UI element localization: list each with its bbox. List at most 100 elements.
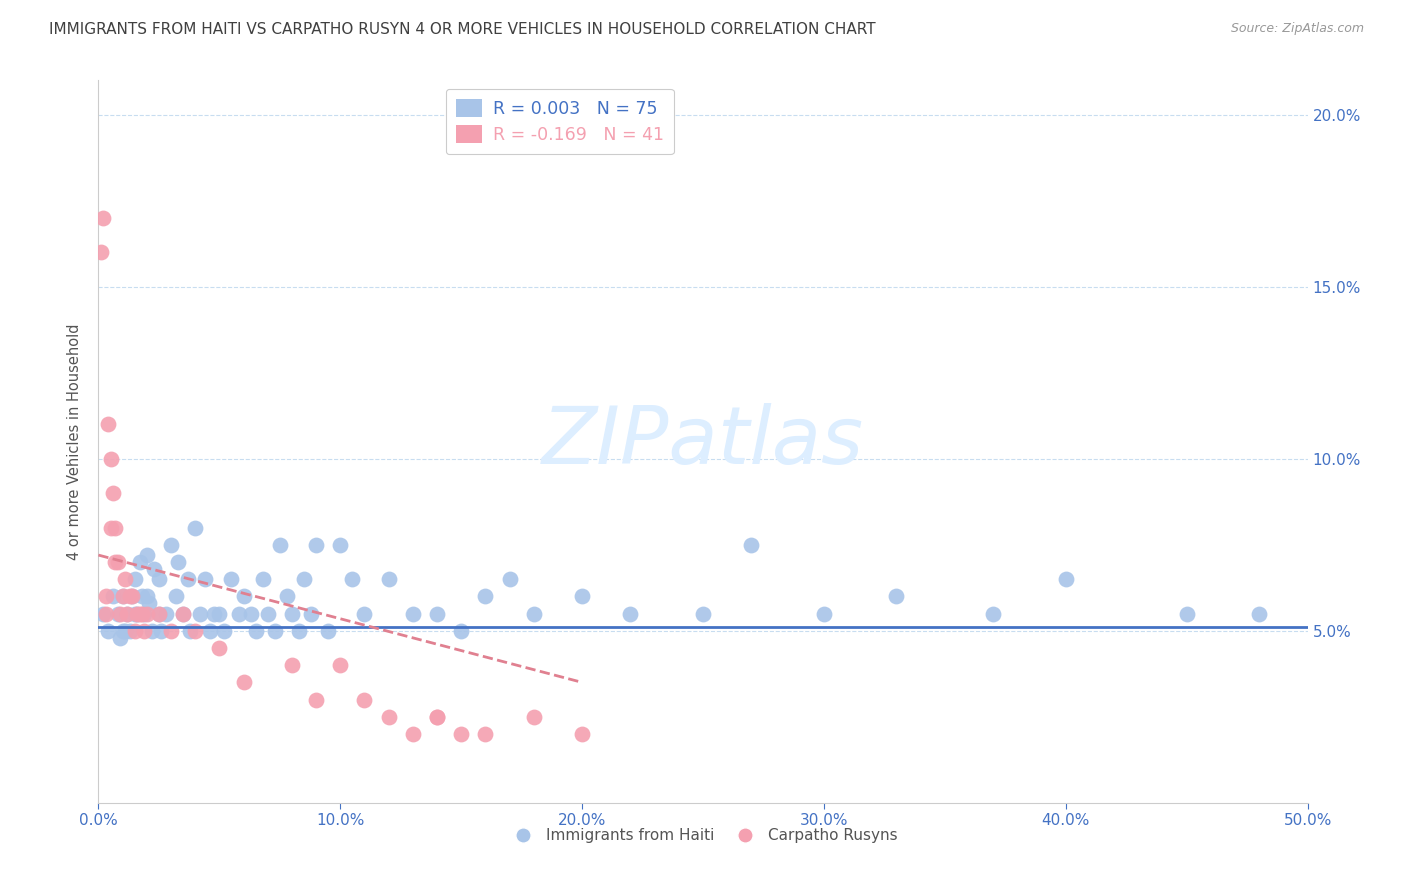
Point — [288, 624, 311, 638]
Point — [108, 607, 131, 621]
Point — [111, 624, 134, 638]
Point — [316, 624, 339, 638]
Point — [124, 572, 146, 586]
Point — [426, 710, 449, 724]
Point — [148, 607, 170, 621]
Point — [450, 624, 472, 638]
Point — [208, 607, 231, 621]
Point — [108, 631, 131, 645]
Point — [118, 624, 141, 638]
Point — [571, 590, 593, 604]
Point — [160, 624, 183, 638]
Point — [813, 607, 835, 621]
Point — [402, 727, 425, 741]
Point — [245, 624, 267, 638]
Text: Source: ZipAtlas.com: Source: ZipAtlas.com — [1230, 22, 1364, 36]
Point — [305, 692, 328, 706]
Point — [121, 590, 143, 604]
Point — [167, 555, 190, 569]
Point — [131, 607, 153, 621]
Point — [101, 486, 124, 500]
Point — [127, 607, 149, 621]
Point — [101, 590, 124, 604]
Point — [97, 624, 120, 638]
Point — [177, 572, 200, 586]
Point — [100, 520, 122, 534]
Point — [299, 607, 322, 621]
Y-axis label: 4 or more Vehicles in Household: 4 or more Vehicles in Household — [67, 323, 83, 560]
Point — [204, 607, 226, 621]
Point — [281, 658, 304, 673]
Point — [740, 538, 762, 552]
Point — [402, 607, 425, 621]
Point — [450, 727, 472, 741]
Point — [117, 607, 139, 621]
Point — [377, 572, 399, 586]
Point — [100, 451, 122, 466]
Point — [90, 245, 112, 260]
Point — [155, 607, 177, 621]
Point — [305, 538, 328, 552]
Point — [1249, 607, 1271, 621]
Point — [188, 607, 211, 621]
Point — [239, 607, 262, 621]
Point — [91, 607, 114, 621]
Point — [135, 607, 157, 621]
Point — [134, 607, 156, 621]
Point — [107, 607, 129, 621]
Point — [184, 520, 207, 534]
Point — [1175, 607, 1198, 621]
Point — [281, 607, 304, 621]
Point — [692, 607, 714, 621]
Point — [474, 590, 496, 604]
Point — [172, 607, 194, 621]
Point — [276, 590, 298, 604]
Point — [127, 607, 149, 621]
Point — [252, 572, 274, 586]
Point — [886, 590, 908, 604]
Point — [150, 624, 173, 638]
Point — [198, 624, 221, 638]
Point — [194, 572, 217, 586]
Point — [114, 624, 136, 638]
Point — [141, 624, 163, 638]
Point — [97, 417, 120, 432]
Point — [104, 555, 127, 569]
Point — [523, 710, 546, 724]
Point — [498, 572, 520, 586]
Point — [148, 572, 170, 586]
Point — [160, 538, 183, 552]
Point — [208, 640, 231, 655]
Point — [212, 624, 235, 638]
Point — [94, 590, 117, 604]
Point — [94, 607, 117, 621]
Point — [232, 590, 254, 604]
Point — [138, 596, 160, 610]
Point — [124, 624, 146, 638]
Point — [165, 590, 187, 604]
Point — [264, 624, 287, 638]
Point — [121, 590, 143, 604]
Point — [143, 562, 166, 576]
Point — [221, 572, 243, 586]
Point — [292, 572, 315, 586]
Point — [981, 607, 1004, 621]
Point — [134, 624, 156, 638]
Point — [342, 572, 364, 586]
Point — [91, 211, 114, 225]
Point — [353, 692, 375, 706]
Point — [426, 710, 449, 724]
Point — [111, 590, 134, 604]
Point — [228, 607, 250, 621]
Point — [377, 710, 399, 724]
Point — [104, 520, 127, 534]
Text: ZIPatlas: ZIPatlas — [541, 402, 865, 481]
Point — [135, 548, 157, 562]
Point — [184, 624, 207, 638]
Point — [111, 590, 134, 604]
Point — [269, 538, 291, 552]
Point — [124, 607, 146, 621]
Point — [619, 607, 641, 621]
Point — [128, 607, 150, 621]
Point — [232, 675, 254, 690]
